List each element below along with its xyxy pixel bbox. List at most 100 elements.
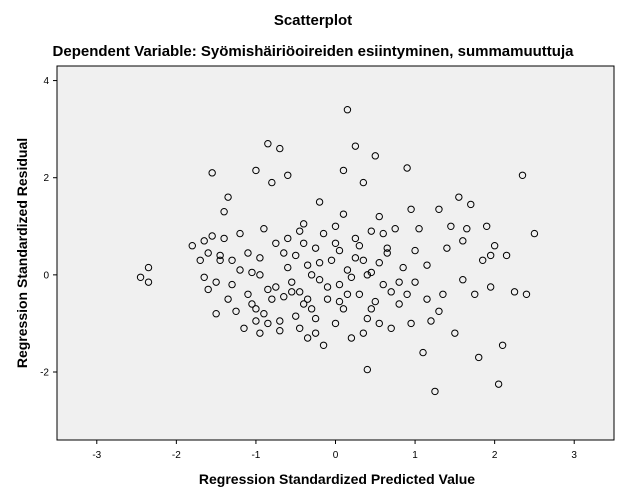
scatter-point	[347, 334, 356, 342]
scatter-point	[204, 249, 212, 257]
scatter-point	[292, 312, 300, 320]
scatter-point	[494, 380, 503, 388]
scatter-point	[288, 288, 296, 296]
x-tick-label: 1	[412, 450, 418, 461]
scatter-point	[276, 317, 284, 325]
scatter-point	[260, 310, 268, 318]
scatter-point	[335, 246, 344, 255]
scatter-point	[216, 251, 224, 260]
scatter-point	[379, 280, 387, 289]
scatter-point	[522, 290, 531, 298]
scatter-point	[256, 329, 264, 337]
x-tick-label: -3	[92, 450, 101, 461]
y-tick-label: -2	[40, 368, 49, 379]
scatter-point	[427, 317, 435, 325]
scatter-point	[280, 293, 288, 301]
scatter-point	[252, 166, 260, 175]
scatter-point	[248, 268, 256, 277]
scatter-point	[248, 300, 256, 308]
scatter-point	[363, 314, 372, 323]
scatter-point	[284, 234, 292, 243]
scatter-point	[383, 249, 391, 257]
scatter-point	[423, 295, 431, 303]
scatter-point	[200, 237, 208, 245]
scatter-point	[295, 324, 304, 332]
scatter-point	[482, 222, 491, 230]
scatter-point	[459, 237, 467, 245]
scatter-point	[359, 329, 368, 337]
scatter-point	[228, 256, 236, 264]
scatter-point	[299, 300, 308, 308]
scatter-point	[315, 276, 324, 284]
scatter-point	[415, 225, 423, 233]
scatter-point	[204, 285, 212, 294]
y-axis-label: Regression Standardized Residual	[14, 138, 30, 368]
scatter-point	[323, 283, 332, 291]
plot-area	[56, 65, 615, 441]
scatter-point	[375, 319, 383, 328]
x-tick-label: -2	[172, 450, 181, 461]
scatter-point	[387, 288, 395, 296]
scatter-point	[284, 171, 292, 179]
x-tick-label: -1	[251, 450, 260, 461]
scatter-point	[272, 239, 280, 247]
scatter-point	[375, 259, 383, 267]
scatter-point	[295, 227, 304, 235]
scatter-point	[475, 353, 483, 362]
scatter-point	[220, 234, 228, 243]
scatter-point	[299, 239, 308, 247]
scatter-point	[236, 229, 244, 238]
scatter-point	[431, 387, 439, 396]
scatter-point	[331, 319, 340, 328]
scatter-point	[315, 259, 324, 267]
scatter-point	[510, 288, 519, 296]
scatter-point	[331, 239, 340, 247]
scatter-point	[212, 310, 220, 318]
scatter-point	[343, 290, 352, 298]
scatter-point	[196, 256, 204, 264]
scatter-point	[355, 290, 364, 298]
scatter-point	[383, 244, 391, 252]
scatter-point	[212, 278, 220, 286]
scatter-point	[284, 263, 292, 272]
x-axis-label: Regression Standardized Predicted Value	[199, 471, 475, 487]
scatter-point	[359, 256, 368, 264]
scatter-point	[188, 242, 196, 250]
scatter-point	[391, 225, 399, 233]
scatter-point	[351, 234, 360, 243]
scatter-point	[339, 305, 348, 313]
scatter-point	[367, 268, 376, 277]
scatter-point	[403, 290, 411, 298]
scatter-point	[244, 249, 252, 257]
scatter-point	[264, 319, 272, 328]
scatter-point	[280, 249, 288, 257]
scatter-point	[335, 297, 344, 306]
scatter-point	[371, 297, 379, 306]
scatter-point	[303, 334, 312, 342]
scatter-point	[232, 307, 240, 315]
scatter-point	[260, 225, 268, 233]
scatter-point	[136, 273, 145, 281]
x-tick-label: 2	[492, 450, 498, 461]
scatter-point	[307, 271, 316, 279]
scatter-point	[319, 229, 328, 238]
scatter-point	[144, 278, 153, 286]
scatter-point	[351, 254, 360, 262]
scatter-point	[451, 329, 459, 337]
scatter-point	[407, 205, 415, 213]
scatter-point	[435, 307, 443, 315]
scatter-point	[419, 348, 427, 357]
scatter-point	[343, 106, 352, 114]
scatter-point	[435, 205, 443, 213]
scatter-point	[256, 254, 264, 262]
scatter-point	[288, 278, 296, 286]
scatter-point	[252, 305, 260, 313]
scatter-point	[375, 212, 383, 221]
scatter-point	[228, 280, 236, 289]
scatter-point	[319, 341, 328, 349]
scatter-point	[399, 263, 407, 272]
y-tick-label: 0	[43, 270, 49, 281]
scatter-point	[343, 266, 352, 274]
scatter-point	[443, 244, 451, 252]
